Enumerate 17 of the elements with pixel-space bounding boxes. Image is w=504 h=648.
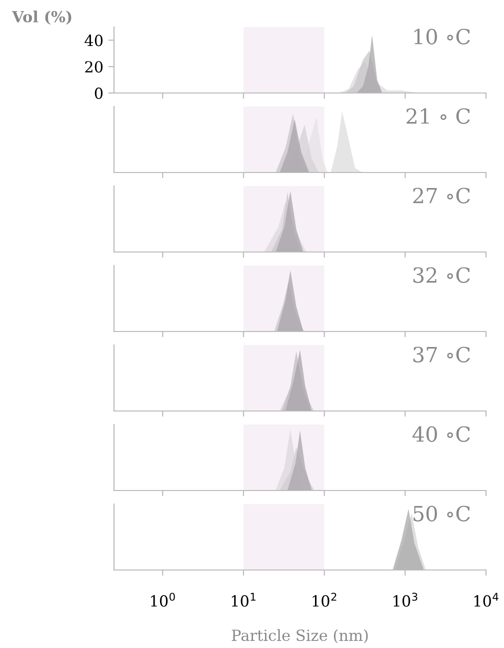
chart-title: 50 ∘C bbox=[414, 506, 470, 522]
chart-title: 27 ∘C bbox=[413, 188, 470, 204]
x-tick-label: 10$^{1}$ bbox=[232, 592, 256, 607]
x-tick-label: 10$^{4}$ bbox=[474, 592, 498, 607]
chart-title: 40 ∘C bbox=[412, 426, 470, 442]
y-tick-label: 0 bbox=[94, 87, 103, 100]
chart-title: 21 ∘ C bbox=[406, 108, 470, 124]
x-tick-label: 10$^{2}$ bbox=[312, 592, 336, 607]
x-axis-title: Particle Size (nm) bbox=[232, 629, 368, 644]
y-axis-title: Vol (%) bbox=[12, 10, 72, 25]
chart-title: 10 ∘C bbox=[414, 28, 470, 44]
y-tick-label: 20 bbox=[85, 61, 103, 73]
chart-title: 37 ∘C bbox=[413, 346, 470, 362]
chart-title: 32 ∘C bbox=[413, 267, 470, 283]
x-tick-label: 10$^{3}$ bbox=[394, 592, 418, 607]
x-tick-label: 10$^{0}$ bbox=[151, 592, 175, 607]
y-tick-label: 40 bbox=[84, 34, 103, 46]
